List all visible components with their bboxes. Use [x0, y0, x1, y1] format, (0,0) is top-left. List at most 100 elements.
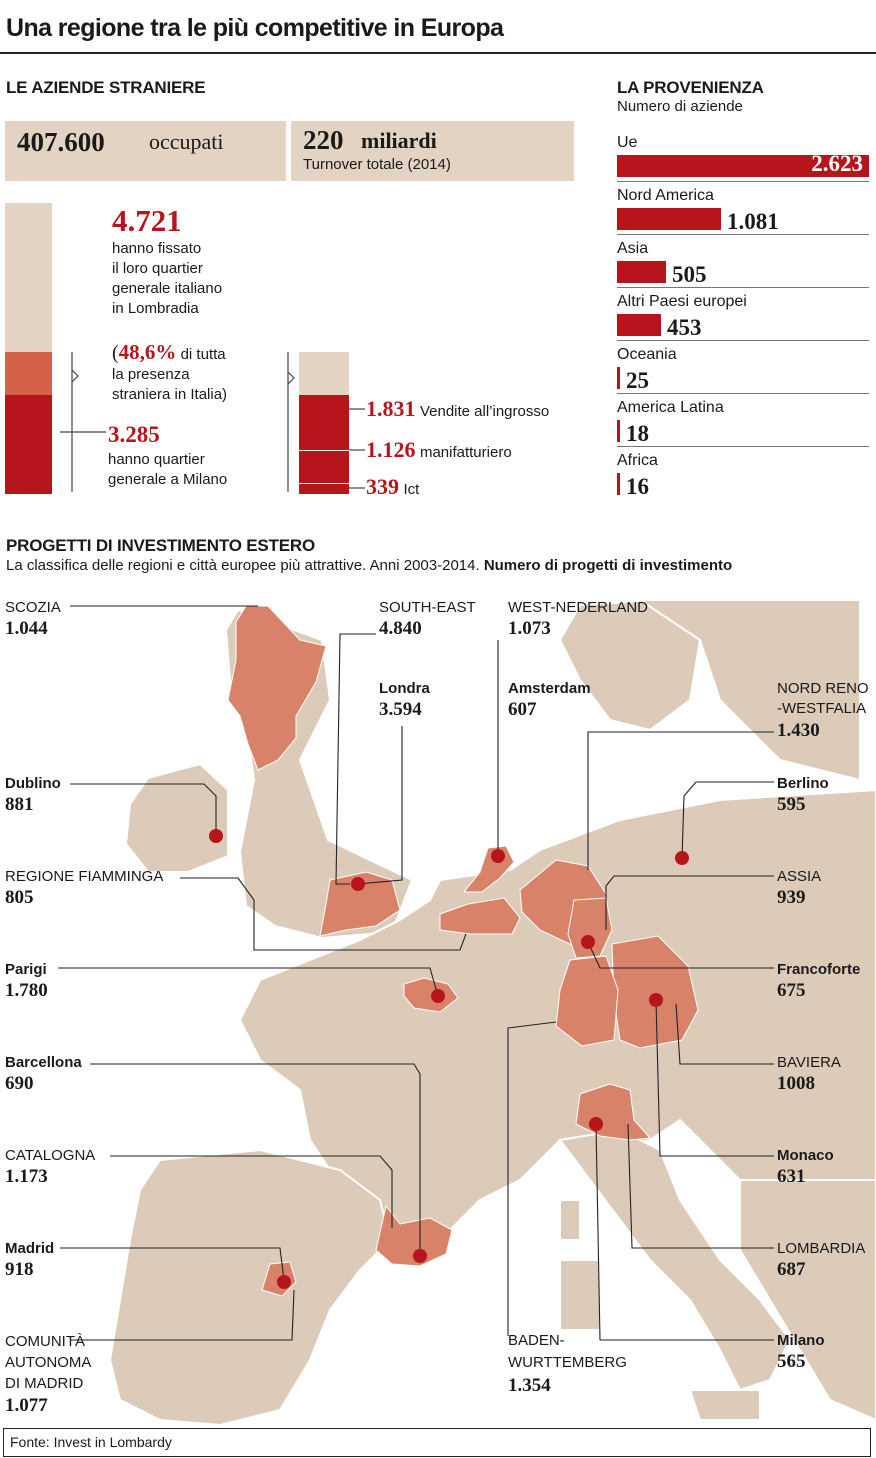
map-label-value: 595: [777, 794, 806, 815]
provenienza-bar: [617, 473, 620, 495]
lombardia-stack-bar: [5, 203, 52, 494]
map-label-name: Milano: [777, 1332, 825, 1349]
share-text: (48,6% di tutta la presenza straniera in…: [112, 342, 227, 405]
balkans-shape: [739, 1179, 876, 1422]
map-label-west-nederland: WEST-NEDERLAND 1.073: [508, 598, 648, 641]
hq-value: 4.721: [112, 203, 182, 238]
settore-vendite: 1.831 Vendite all’ingrosso: [366, 396, 549, 422]
bar-lombardia-segment: [5, 352, 52, 395]
map-label-name: ASSIA: [777, 868, 822, 885]
bar-milano-segment: [5, 395, 52, 494]
dot-francoforte: [581, 935, 595, 949]
progetti-heading: PROGETTI DI INVESTIMENTO ESTERO: [6, 536, 315, 555]
map-label-value: 675: [777, 980, 806, 1001]
progetti-subtitle-plain: La classifica delle regioni e città euro…: [6, 557, 480, 574]
map-label-value: 1.780: [5, 980, 48, 1001]
map-label-value: 631: [777, 1166, 806, 1187]
settori-rest-segment: [299, 352, 349, 395]
leader-barcellona: [90, 1063, 421, 1254]
aziende-heading: LE AZIENDE STRANIERE: [6, 78, 206, 97]
settori-segment-ict: [299, 484, 349, 494]
map-label-value: 607: [508, 699, 537, 720]
progetti-subtitle: La classifica delle regioni e città euro…: [6, 557, 732, 574]
italy-shape: [558, 1128, 792, 1392]
provenienza-category-label: Nord America: [617, 187, 714, 204]
title-rule: [0, 52, 876, 54]
map-label-name: Francoforte: [777, 961, 861, 978]
progetti-subtitle-bold: Numero di progetti di investimento: [483, 557, 733, 574]
occupati-value: 407.600: [17, 127, 105, 157]
share-text-1: di tutta: [180, 346, 226, 363]
provenienza-category-label: Asia: [617, 240, 649, 257]
map-label-value: 4.840: [379, 618, 422, 639]
share-text-3: straniera in Italia): [112, 386, 228, 403]
provenienza-category-label: Altri Paesi europei: [617, 293, 747, 310]
settore-manifatturiero: 1.126 manifatturiero: [366, 437, 512, 463]
brace-left: [60, 352, 106, 492]
region-fiamminga: [439, 897, 521, 935]
provenienza-category-label: Africa: [617, 452, 658, 469]
leader-baviera: [675, 1003, 774, 1065]
region-catalogna: [375, 1204, 453, 1267]
provenienza-row-separator: [617, 340, 869, 341]
provenienza-bar: [617, 261, 666, 283]
turnover-value: 220: [303, 125, 344, 155]
settori-stack-bar: [299, 352, 349, 494]
share-line-1: (48,6% di tutta: [112, 342, 227, 365]
hq-text: hanno fissato il loro quartier generale …: [112, 239, 222, 319]
map-label-madrid: Madrid 918: [5, 1239, 54, 1282]
turnover-label: Turnover totale (2014): [303, 156, 451, 173]
region-baden-wurttemberg: [555, 955, 619, 1047]
settori-segment-manifatturiero: [299, 451, 349, 483]
provenienza-row-separator: [617, 287, 869, 288]
provenienza-subheading: Numero di aziende: [617, 98, 743, 115]
map-label-londra: Londra 3.594: [379, 679, 430, 722]
turnover-box: 220 miliardi Turnover totale (2014): [291, 121, 574, 181]
map-label-value: 1.077: [5, 1395, 48, 1416]
map-label-value: 918: [5, 1259, 34, 1280]
dot-barcellona: [413, 1249, 427, 1263]
provenienza-bar-value: 18: [626, 421, 649, 446]
dot-berlino: [675, 851, 689, 865]
map-label-value: 690: [5, 1073, 34, 1094]
map-label-value: 1.073: [508, 618, 551, 639]
dot-amsterdam: [491, 849, 505, 863]
map-label-lombardia: LOMBARDIA 687: [777, 1239, 865, 1282]
map-label-value: 1.354: [508, 1375, 551, 1396]
map-label-name: Berlino: [777, 775, 829, 792]
map-label-name: WEST-NEDERLAND: [508, 599, 649, 616]
map-label-value: 939: [777, 887, 806, 908]
leader-londra: [357, 726, 403, 885]
map-label-name: Dublino: [5, 775, 61, 792]
provenienza-bar-value: 505: [672, 262, 707, 287]
map-label-name: Monaco: [777, 1147, 834, 1164]
map-label-name: Amsterdam: [508, 680, 591, 697]
leader-comunita-madrid: [70, 1289, 295, 1341]
mainland-shape: [238, 788, 876, 1302]
settore-value: 1.126: [366, 437, 416, 462]
provenienza-category-label: Ue: [617, 134, 638, 151]
provenienza-category-label: America Latina: [617, 399, 724, 416]
provenienza-heading: LA PROVENIENZA: [617, 78, 764, 97]
provenienza-bar: [617, 208, 721, 230]
turnover-unit: miliardi: [361, 128, 437, 153]
map-label-south-east: SOUTH-EAST 4.840: [379, 598, 476, 641]
dot-parigi: [431, 989, 445, 1003]
provenienza-row-separator: [617, 446, 869, 447]
map-label-value: 687: [777, 1259, 806, 1280]
map-label-name: COMUNITÀ AUTONOMA DI MADRID: [5, 1333, 92, 1392]
map-label-francoforte: Francoforte 675: [777, 960, 860, 1003]
map-label-dublino: Dublino 881: [5, 774, 61, 817]
leader-south-east: [335, 633, 376, 885]
share-open: (: [112, 342, 119, 364]
occupati-label: occupati: [149, 129, 224, 154]
europe-map: [58, 598, 876, 1427]
hq-text-line: in Lombradia: [112, 300, 199, 317]
map-label-catalogna: CATALOGNA 1.173: [5, 1146, 95, 1189]
scandinavia-shape: [636, 599, 861, 782]
leader-assia: [605, 875, 774, 930]
leader-monaco: [655, 999, 774, 1157]
leader-dublino: [70, 783, 217, 836]
source-box: Fonte: Invest in Lombardy: [3, 1428, 871, 1457]
map-label-name: CATALOGNA: [5, 1147, 96, 1164]
